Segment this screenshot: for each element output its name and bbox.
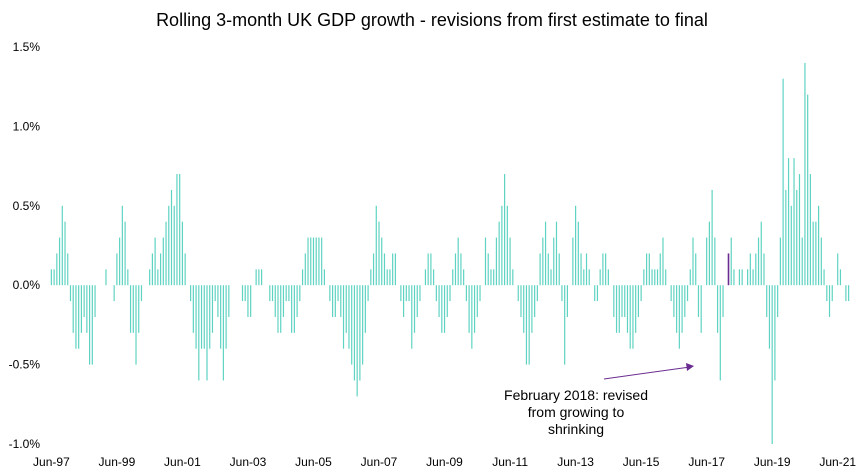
x-tick-label: Jun-13	[557, 455, 594, 469]
y-tick-label: 1.0%	[13, 119, 41, 133]
chart-title: Rolling 3-month UK GDP growth - revision…	[156, 10, 708, 30]
x-tick-label: Jun-03	[230, 455, 267, 469]
bar-series	[50, 62, 850, 444]
x-tick-label: Jun-97	[33, 455, 70, 469]
x-axis: Jun-97 Jun-99 Jun-01 Jun-03 Jun-05 Jun-07 Jun-…	[33, 455, 856, 469]
annotation-line-1: February 2018: revised	[504, 387, 648, 403]
y-tick-label: -0.5%	[9, 358, 41, 372]
x-tick-label: Jun-17	[688, 455, 725, 469]
annotation-line-3: shrinking	[548, 421, 604, 437]
x-tick-label: Jun-99	[99, 455, 136, 469]
x-tick-label: Jun-09	[426, 455, 463, 469]
y-tick-label: 0.5%	[13, 199, 41, 213]
y-tick-label: 0.0%	[13, 278, 41, 292]
annotation-arrowhead	[686, 363, 694, 371]
x-tick-label: Jun-15	[623, 455, 660, 469]
x-tick-label: Jun-19	[754, 455, 791, 469]
x-tick-label: Jun-01	[164, 455, 201, 469]
x-tick-label: Jun-11	[492, 455, 528, 469]
y-axis: -1.0% -0.5% 0.0% 0.5% 1.0% 1.5%	[9, 40, 41, 451]
x-tick-label: Jun-05	[295, 455, 332, 469]
annotation-line-2: from growing to	[528, 404, 625, 420]
y-tick-label: -1.0%	[9, 437, 41, 451]
annotation: February 2018: revised from growing to s…	[504, 363, 694, 437]
x-tick-label: Jun-07	[361, 455, 398, 469]
y-tick-label: 1.5%	[13, 40, 41, 54]
x-tick-label: Jun-21	[819, 455, 856, 469]
annotation-arrow	[603, 366, 691, 380]
